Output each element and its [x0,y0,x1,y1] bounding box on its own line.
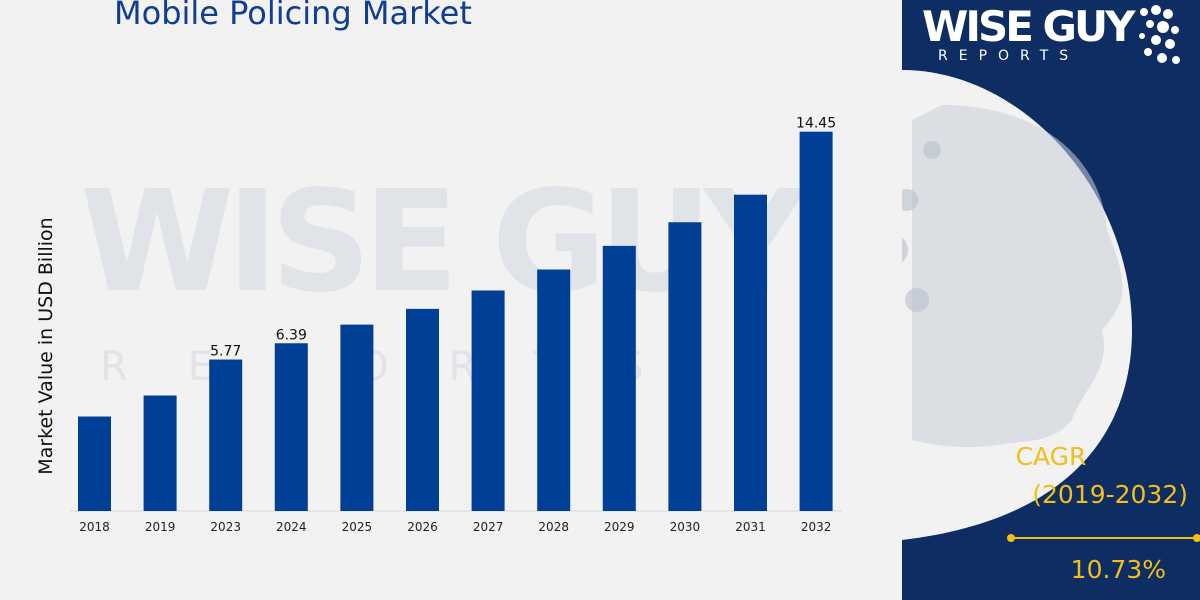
bar-2026 [406,308,439,511]
x-tick-label-2028: 2028 [538,520,569,534]
x-tick-label-2031: 2031 [735,520,766,534]
x-tick-label-2019: 2019 [145,520,176,534]
bar-2030 [668,222,702,511]
x-tick-label-2026: 2026 [407,520,438,534]
cagr-label: CAGR [1015,442,1087,471]
logo-subtitle: REPORTS [938,48,1080,64]
x-tick-label-2027: 2027 [473,520,504,534]
head-silhouette-graphic [902,70,1132,540]
y-axis-label: Market Value in USD Billion [35,217,57,474]
x-tick-label-2025: 2025 [342,520,373,534]
bar-2024 [274,343,308,511]
bar-chart: Market Value in USD Billion 2018 2019 2023… [35,116,842,534]
data-label-2024: 6.39 [276,327,307,343]
data-label-2023: 5.77 [210,344,241,360]
x-tick-labels: 2018 2019 2023 2024 2025 2026 2027 2028 2029 2030… [79,520,831,534]
data-labels: 5.77 6.39 14.45 [210,116,836,360]
cagr-value: 10.73% [1070,555,1166,584]
bar-2027 [471,290,505,511]
x-tick-label-2029: 2029 [604,520,635,534]
bar-2029 [602,245,636,511]
x-tick-label-2024: 2024 [276,520,307,534]
bar-2031 [734,194,767,511]
bar-2019 [143,395,177,511]
brand-panel: WISE GUY REPORTS CAGR (2019-2032) 10.73% [902,0,1200,600]
x-tick-label-2032: 2032 [801,520,832,534]
bar-series [78,131,833,511]
logo-wordmark: WISE GUY [922,2,1136,51]
x-tick-label-2030: 2030 [670,520,701,534]
x-tick-label-2023: 2023 [210,520,241,534]
bar-2023 [209,359,243,511]
cagr-period: (2019-2032) [1032,480,1188,509]
data-label-2032: 14.45 [796,116,836,132]
bar-2028 [537,269,571,511]
x-tick-label-2018: 2018 [79,520,110,534]
divider-dot-left [1007,534,1015,542]
bar-2018 [78,416,111,511]
divider-dot-right [1193,534,1200,542]
cagr-divider [1011,537,1199,539]
bar-2025 [340,324,374,511]
chart-title: Mobile Policing Market [114,0,472,32]
bar-2032 [799,131,833,511]
logo-head-icon [1139,5,1180,64]
